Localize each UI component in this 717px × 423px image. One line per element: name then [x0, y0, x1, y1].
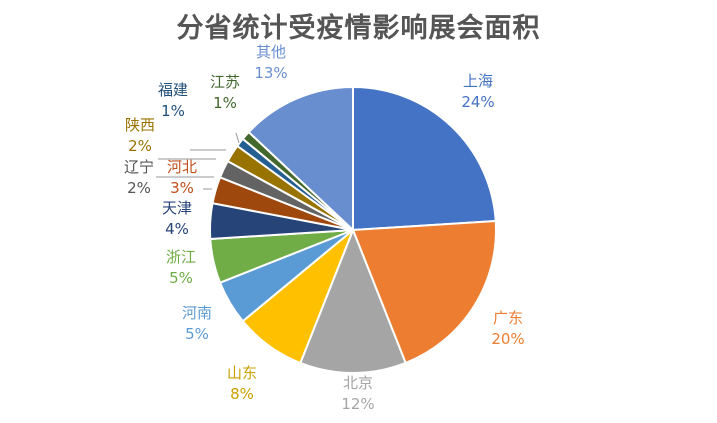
pie-slice — [299, 227, 407, 374]
slice-value-label: 2% — [127, 179, 151, 197]
slice-category-label: 浙江 — [166, 248, 196, 266]
slice-value-label: 1% — [213, 94, 237, 112]
slice-value-label: 5% — [169, 269, 193, 287]
pie-slice — [352, 85, 497, 232]
slice-category-label: 天津 — [162, 199, 192, 217]
slice-value-label: 2% — [128, 137, 152, 155]
chart-title: 分省统计受疫情影响展会面积 — [176, 13, 541, 44]
slice-category-label: 福建 — [158, 81, 188, 99]
slice-category-label: 北京 — [343, 374, 373, 392]
pie-slice — [351, 219, 498, 365]
slice-value-label: 24% — [461, 93, 494, 111]
leader-line — [235, 132, 240, 144]
slice-category-label: 辽宁 — [124, 158, 154, 176]
slice-value-label: 13% — [254, 64, 287, 82]
pie-slice — [247, 85, 354, 233]
slice-value-label: 5% — [185, 325, 209, 343]
slice-category-label: 陕西 — [125, 116, 155, 134]
slice-category-label: 河南 — [182, 304, 212, 322]
slice-value-label: 20% — [491, 330, 524, 348]
slice-category-label: 其他 — [256, 43, 286, 61]
slice-value-label: 3% — [170, 179, 194, 197]
slice-value-label: 1% — [161, 102, 185, 120]
slice-category-label: 广东 — [493, 309, 523, 327]
slice-category-label: 河北 — [167, 158, 197, 176]
slice-category-label: 山东 — [227, 364, 257, 382]
slice-category-label: 江苏 — [210, 73, 240, 91]
slice-value-label: 8% — [230, 385, 254, 403]
slice-value-label: 12% — [341, 395, 374, 413]
slice-value-label: 4% — [165, 220, 189, 238]
slice-category-label: 上海 — [463, 72, 493, 90]
